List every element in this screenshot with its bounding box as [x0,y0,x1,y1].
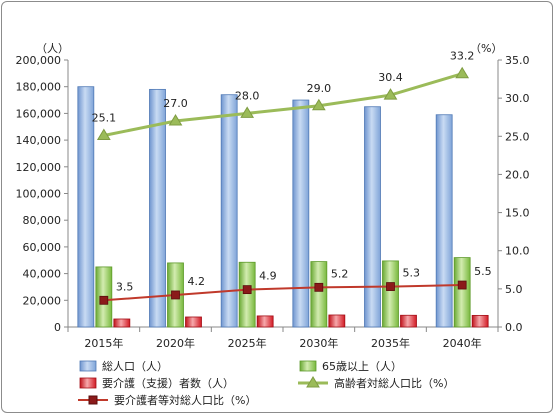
bar-total-population [435,114,453,328]
marker-elderly-ratio [96,128,111,141]
y-right-tick-label: 25.0 [505,130,530,143]
data-label-elderly-ratio: 29.0 [307,82,332,95]
data-label-elderly-ratio: 28.0 [235,89,260,102]
data-label-care-ratio: 4.9 [259,270,277,283]
bar-total-population [364,106,381,328]
y-left-unit-label: （人） [36,42,69,55]
data-label-care-ratio: 5.3 [403,267,421,280]
line-elderly-ratio [103,72,463,137]
y-right-tick-label: 0.0 [505,321,523,334]
x-tick-label: 2030年 [299,336,338,350]
marker-care-ratio [242,285,252,295]
y-right-tick-label: 30.0 [505,92,530,105]
legend-total-population-swatch [79,360,97,372]
bar-total-population [77,86,95,328]
marker-care-ratio [171,290,180,300]
y-right-tick-label: 35.0 [505,54,530,67]
legend-care-ratio-swatch-marker [88,395,98,405]
marker-elderly-ratio [240,106,255,118]
ticks-group: 0 20,000 40,000 60,000 80,000 100,000 120,000 1… [16,42,530,350]
data-label-elderly-ratio: 25.1 [92,112,117,125]
data-label-care-ratio: 5.2 [331,267,349,280]
marker-care-ratio [386,282,395,291]
data-label-elderly-ratio: 30.4 [378,71,403,84]
y-left-tick-label: 0 [54,321,61,334]
y-left-tick-label: 100,000 [16,188,62,201]
bar-total-population [149,88,166,328]
data-label-care-ratio: 5.5 [474,265,492,278]
bar-care-recipients [328,314,346,328]
data-label-elderly-ratio: 33.2 [450,50,475,63]
legend-elderly-ratio-label: 高齢者対総人口比（%） [334,376,454,390]
x-tick-label: 2035年 [371,336,410,350]
marker-care-ratio [99,295,109,305]
y-left-tick-label: 80,000 [23,214,62,227]
bar-age65-plus [310,261,328,328]
bar-total-population [220,94,238,328]
line-care-ratio [103,284,463,302]
lines-group: 25.1 27.0 28.0 29.0 30.4 33.2 3.5 4.2 4.9 5.2 5.3 5… [92,50,492,305]
marker-elderly-ratio [455,66,470,79]
legend-care-recipients-swatch [79,377,97,389]
bar-care-recipients [113,318,131,328]
x-tick-label: 2015年 [84,336,123,350]
y-left-tick-label: 160,000 [16,107,62,120]
data-label-care-ratio: 3.5 [116,280,134,293]
marker-care-ratio [314,282,324,292]
y-right-tick-label: 5.0 [505,283,523,296]
legend-elderly-ratio-swatch-marker [306,376,320,388]
y-left-tick-label: 180,000 [16,81,62,94]
legend-total-population-label: 総人口（人） [102,359,168,373]
bar-age65-plus [382,260,399,328]
y-left-tick-label: 140,000 [16,134,62,147]
marker-elderly-ratio [168,114,183,126]
legend: 総人口（人） 65歳以上（人） 要介護（支援）者数（人） 高齢者対総人口比（%） 要介護… [78,359,454,407]
bar-care-recipients [400,314,417,328]
data-label-care-ratio: 4.2 [188,275,206,288]
bar-total-population [292,99,310,328]
legend-care-ratio-label: 要介護者等対総人口比（%） [114,393,256,407]
legend-care-recipients-label: 要介護（支援）者数（人） [102,376,234,390]
x-tick-label: 2020年 [156,336,195,350]
marker-elderly-ratio [383,88,398,100]
bar-age65-plus [238,261,256,328]
bars-group [77,86,489,328]
marker-care-ratio [457,280,467,290]
plot-axes [64,59,502,332]
bar-age65-plus [453,257,471,328]
y-left-tick-label: 20,000 [23,294,62,307]
data-label-elderly-ratio: 27.0 [163,97,188,110]
y-right-tick-label: 20.0 [505,168,530,181]
bar-care-recipients [256,315,274,328]
legend-age65-plus-swatch [299,360,317,372]
y-left-tick-label: 40,000 [23,268,62,281]
y-left-tick-label: 200,000 [16,54,62,67]
legend-age65-plus-label: 65歳以上（人） [322,360,402,373]
bar-care-recipients [471,314,489,328]
y-right-tick-label: 10.0 [505,245,530,258]
x-tick-label: 2025年 [228,336,267,350]
y-left-tick-label: 120,000 [16,161,62,174]
bar-care-recipients [185,316,202,328]
y-right-unit-label: （%） [470,42,502,55]
y-right-tick-label: 15.0 [505,207,530,220]
y-left-tick-label: 60,000 [23,241,62,254]
marker-elderly-ratio [311,98,326,111]
x-tick-label: 2040年 [443,336,482,350]
